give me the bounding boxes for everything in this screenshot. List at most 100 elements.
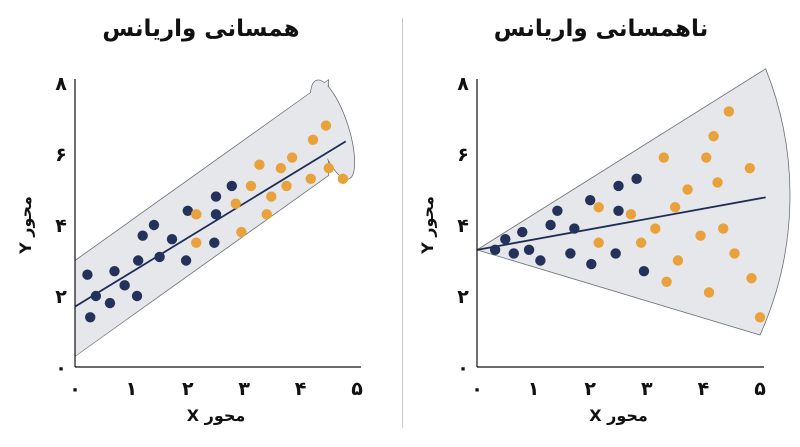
- data-point-orange: [625, 209, 637, 220]
- data-point-navy: [210, 209, 222, 220]
- data-point-navy: [131, 290, 143, 302]
- data-point-navy: [565, 248, 576, 259]
- data-point-navy: [180, 255, 192, 266]
- data-point-orange: [658, 152, 669, 163]
- data-point-orange: [254, 159, 265, 170]
- y-tick-label: ۶: [457, 144, 469, 166]
- data-point-orange: [672, 255, 684, 266]
- x-tick-label: ۰: [471, 378, 483, 400]
- data-point-navy: [508, 248, 519, 259]
- data-point-orange: [746, 273, 757, 284]
- y-tick-label: ۴: [55, 215, 67, 237]
- data-point-navy: [209, 237, 220, 248]
- y-tick-label: ۸: [55, 73, 67, 95]
- data-point-orange: [593, 237, 604, 248]
- data-point-navy: [182, 205, 193, 216]
- y-tick-label: ۲: [457, 286, 469, 308]
- chart-title: ناهمسانی واریانس: [493, 16, 709, 42]
- data-point-navy: [535, 255, 546, 266]
- data-point-navy: [109, 265, 120, 277]
- data-point-orange: [337, 173, 349, 185]
- y-axis-label: محور Y: [418, 196, 437, 255]
- data-point-navy: [90, 290, 102, 302]
- data-point-navy: [610, 248, 621, 259]
- x-axis-label: محور X: [589, 406, 648, 425]
- data-point-navy: [552, 205, 563, 216]
- data-point-navy: [137, 230, 148, 241]
- chart-panel-heteroscedastic: ناهمسانی واریانس ۰ ۱ ۲ ۳ ۴ ۵ ۰ ۲ ۴ ۶ ۸ محور X محور Y: [402, 0, 800, 447]
- data-point-orange: [245, 180, 257, 192]
- data-point-navy: [613, 205, 624, 216]
- data-point-orange: [650, 223, 661, 234]
- x-tick-label: ۵: [351, 378, 363, 400]
- data-point-orange: [723, 106, 735, 117]
- panel-divider: [402, 18, 403, 428]
- data-point-navy: [569, 223, 580, 234]
- data-point-orange: [261, 209, 272, 220]
- data-point-orange: [286, 152, 298, 163]
- x-tick-label: ۳: [238, 378, 250, 400]
- y-tick-label: ۸: [457, 73, 469, 95]
- data-point-orange: [320, 120, 332, 131]
- x-tick-label: ۵: [754, 378, 766, 400]
- data-point-navy: [517, 226, 528, 238]
- data-point-navy: [119, 280, 130, 291]
- data-point-orange: [236, 226, 247, 238]
- y-tick-label: ۰: [457, 357, 469, 379]
- y-tick-label: ۰: [55, 357, 67, 379]
- data-point-orange: [275, 163, 287, 174]
- data-point-navy: [586, 258, 597, 270]
- fit-line: [476, 196, 766, 251]
- data-point-navy: [82, 269, 93, 280]
- x-tick-label: ۱: [528, 378, 540, 400]
- data-point-orange: [230, 198, 241, 209]
- data-point-navy: [85, 312, 96, 323]
- scatter-chart-homoscedastic: ۰ ۱ ۲ ۳ ۴ ۵ ۰ ۲ ۴ ۶ ۸ محور X محور Y: [16, 73, 363, 425]
- data-point-navy: [585, 194, 596, 206]
- chart-panel-homoscedastic: همسانی واریانس ۰ ۱ ۲ ۳ ۴ ۵ ۰ ۲ ۴ ۶ ۸ محور X محور Y: [16, 16, 363, 425]
- data-point-orange: [281, 180, 292, 192]
- band-fill: [76, 80, 328, 356]
- x-tick-label: ۲: [584, 378, 596, 400]
- data-point-orange: [695, 230, 706, 241]
- x-tick-label: ۲: [182, 378, 194, 400]
- data-point-orange: [701, 152, 712, 163]
- data-point-orange: [708, 131, 719, 142]
- data-point-orange: [323, 163, 334, 174]
- data-point-orange: [305, 173, 316, 185]
- x-tick-label: ۴: [295, 378, 307, 400]
- y-axis-label: محور Y: [16, 196, 35, 255]
- fit-line: [74, 140, 347, 308]
- data-point-orange: [718, 223, 729, 234]
- x-tick-label: ۱: [126, 378, 138, 400]
- data-point-orange: [266, 191, 277, 202]
- data-point-navy: [638, 265, 650, 277]
- data-point-orange: [754, 312, 766, 323]
- data-point-navy: [210, 191, 222, 202]
- x-axis-label: محور X: [187, 406, 246, 425]
- data-point-navy: [489, 244, 501, 256]
- data-point-orange: [703, 287, 715, 298]
- data-point-navy: [104, 297, 116, 309]
- data-point-orange: [191, 237, 202, 248]
- data-point-navy: [166, 234, 178, 245]
- data-point-orange: [593, 202, 604, 213]
- data-point-navy: [226, 180, 237, 192]
- x-tick-label: ۴: [698, 378, 710, 400]
- x-tick-label: ۰: [69, 378, 81, 400]
- scatter-chart-heteroscedastic: ۰ ۱ ۲ ۳ ۴ ۵ ۰ ۲ ۴ ۶ ۸ محور X محور Y: [418, 68, 791, 425]
- data-point-navy: [613, 180, 624, 192]
- data-point-navy: [154, 251, 165, 263]
- data-point-orange: [744, 163, 756, 174]
- y-tick-label: ۲: [55, 286, 67, 308]
- data-point-orange: [191, 209, 202, 220]
- data-point-navy: [132, 255, 144, 266]
- data-point-navy: [631, 173, 642, 185]
- data-point-orange: [669, 202, 681, 213]
- chart-title: همسانی واریانس: [102, 16, 300, 42]
- data-point-orange: [729, 248, 740, 259]
- data-point-orange: [661, 276, 672, 287]
- data-point-navy: [500, 234, 511, 245]
- data-point-orange: [712, 177, 723, 188]
- data-point-orange: [682, 184, 693, 195]
